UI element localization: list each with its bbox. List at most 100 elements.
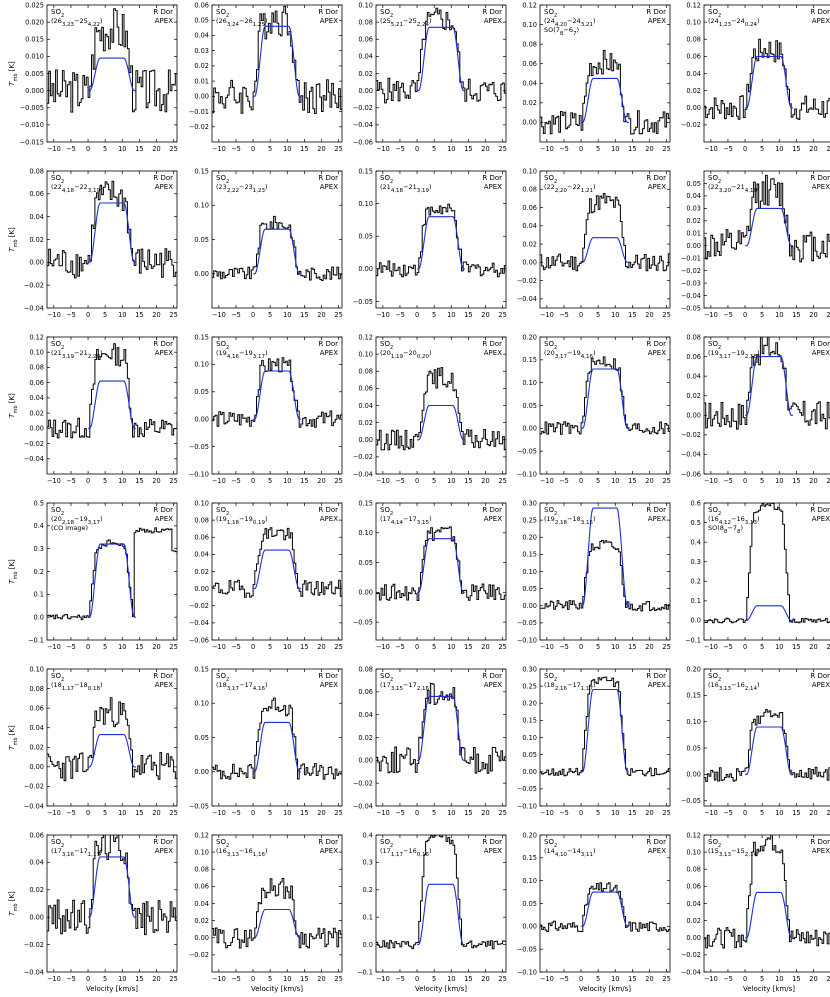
x-tick-label: 25 [826, 311, 830, 319]
y-tick-label: 0.20 [522, 333, 537, 341]
model-profile-line [88, 202, 136, 263]
x-tick-label: 25 [662, 477, 670, 485]
y-tick-label: 0.10 [358, 200, 373, 208]
star-label: R Dor [318, 8, 338, 16]
model-profile-line [253, 908, 301, 939]
model-profile-line [253, 228, 301, 275]
x-tick-label: 15 [464, 145, 472, 153]
y-tick-label: 0.04 [686, 192, 701, 200]
star-label: R Dor [810, 340, 830, 348]
species-label: SO2 [380, 506, 393, 517]
x-tick-label: 10 [283, 311, 291, 319]
x-tick-label: 5 [760, 145, 764, 153]
species-label: SO2 [708, 672, 721, 683]
observed-spectrum-line [376, 203, 506, 278]
x-tick-label: 20 [317, 975, 325, 983]
x-tick-label: 15 [792, 975, 800, 983]
y-tick-label: 0.025 [25, 1, 44, 9]
x-tick-label: 20 [317, 477, 325, 485]
plot-frame [211, 4, 343, 143]
x-tick-label: 15 [135, 809, 143, 817]
plot-frame [211, 336, 343, 475]
x-tick-label: 15 [135, 975, 143, 983]
x-tick-label: −5 [66, 809, 76, 817]
x-tick-label: 20 [317, 145, 325, 153]
y-tick-label: 0.04 [358, 53, 373, 61]
x-tick-label: 0 [743, 145, 747, 153]
telescope-label: APEX [155, 515, 173, 523]
y-tick-label: −0.05 [681, 304, 701, 312]
y-tick-label: 0.015 [25, 36, 44, 44]
y-tick-label: 0.06 [686, 353, 701, 361]
y-tick-label: 0.05 [194, 17, 209, 25]
y-tick-label: −0.02 [353, 779, 373, 787]
x-tick-label: 0 [251, 145, 255, 153]
x-tick-label: 15 [135, 477, 143, 485]
star-label: R Dor [482, 174, 502, 182]
x-tick-label: 0 [743, 311, 747, 319]
y-tick-label: 0.06 [194, 534, 209, 542]
x-tick-label: 25 [334, 975, 342, 983]
observed-spectrum-line [540, 540, 670, 612]
star-label: R Dor [810, 8, 830, 16]
y-tick-label: 0.05 [686, 744, 701, 752]
y-tick-label: 0.15 [194, 333, 209, 341]
species-label: SO2 [216, 340, 229, 351]
y-tick-label: 0.04 [194, 551, 209, 559]
y-tick-label: 0.10 [29, 665, 44, 673]
x-tick-label: 15 [464, 643, 472, 651]
x-tick-label: −5 [395, 643, 405, 651]
transition-label: (183,17−174,16) [216, 681, 268, 692]
species-label: SO2 [708, 506, 721, 517]
x-tick-label: −10 [540, 311, 554, 319]
species-label: SO2 [380, 672, 393, 683]
star-label: R Dor [482, 506, 502, 514]
y-tick-label: 0.05 [522, 751, 537, 759]
observed-spectrum-line [704, 38, 830, 120]
x-tick-label: −5 [395, 311, 405, 319]
y-tick-label: −0.04 [681, 968, 701, 976]
x-tick-label: 5 [596, 145, 600, 153]
y-tick-label: 0.00 [194, 934, 209, 942]
x-tick-label: −10 [540, 975, 554, 983]
y-tick-label: 0.15 [194, 167, 209, 175]
species-label: SO2 [544, 506, 557, 517]
y-tick-label: 0.3 [363, 859, 374, 867]
x-tick-label: 5 [596, 975, 600, 983]
y-tick-label: 0.30 [522, 665, 537, 673]
y-tick-label: 0.00 [29, 763, 44, 771]
y-tick-label: −0.10 [517, 802, 537, 810]
spectrum-panel: −0.04 −0.02 0.00 0.02 0.04 0.06 0.08 0.10 0.12 −1… [8, 333, 178, 485]
x-tick-label: −5 [66, 643, 76, 651]
y-tick-label: −0.02 [189, 951, 209, 959]
x-tick-label: 20 [152, 643, 160, 651]
spectrum-panel: −0.06 −0.04 −0.02 0.00 0.02 0.04 0.06 0.08 0.10 −… [353, 1, 507, 153]
x-tick-label: −5 [231, 643, 241, 651]
x-tick-label: 5 [268, 809, 272, 817]
transition-label: (171,17−160,16) [380, 847, 432, 858]
y-tick-label: 0.00 [194, 768, 209, 776]
y-tick-label: 0.08 [29, 685, 44, 693]
spectrum-panel: −0.1 0.0 0.1 0.2 0.3 0.4 0.5 0.6 −10 −5 0 5 10 15 20 25… [685, 499, 830, 651]
telescope-label: APEX [648, 515, 666, 523]
y-tick-label: 0.00 [522, 259, 537, 267]
x-tick-label: −10 [212, 809, 226, 817]
y-tick-label: −0.05 [517, 785, 537, 793]
model-profile-line [581, 368, 629, 429]
y-tick-label: 0.02 [358, 419, 373, 427]
y-tick-label: 0.06 [29, 704, 44, 712]
x-tick-label: −5 [559, 809, 569, 817]
y-tick-label: 0.04 [194, 32, 209, 40]
species-label: SO2 [708, 174, 721, 185]
species-label: SO2 [380, 838, 393, 849]
observed-spectrum-line [212, 357, 342, 428]
telescope-label: APEX [155, 183, 173, 191]
telescope-label: APEX [812, 183, 830, 191]
y-tick-label: 0.08 [686, 36, 701, 44]
y-tick-label: 0.000 [25, 87, 44, 95]
x-tick-label: 20 [809, 643, 817, 651]
model-profile-line [253, 25, 301, 97]
x-tick-label: 10 [118, 643, 126, 651]
x-tick-label: 25 [826, 145, 830, 153]
x-tick-label: 15 [628, 311, 636, 319]
